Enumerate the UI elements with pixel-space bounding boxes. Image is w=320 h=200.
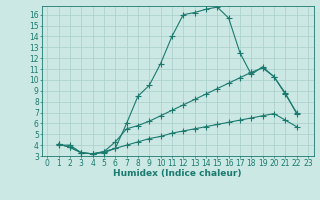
X-axis label: Humidex (Indice chaleur): Humidex (Indice chaleur) xyxy=(113,169,242,178)
